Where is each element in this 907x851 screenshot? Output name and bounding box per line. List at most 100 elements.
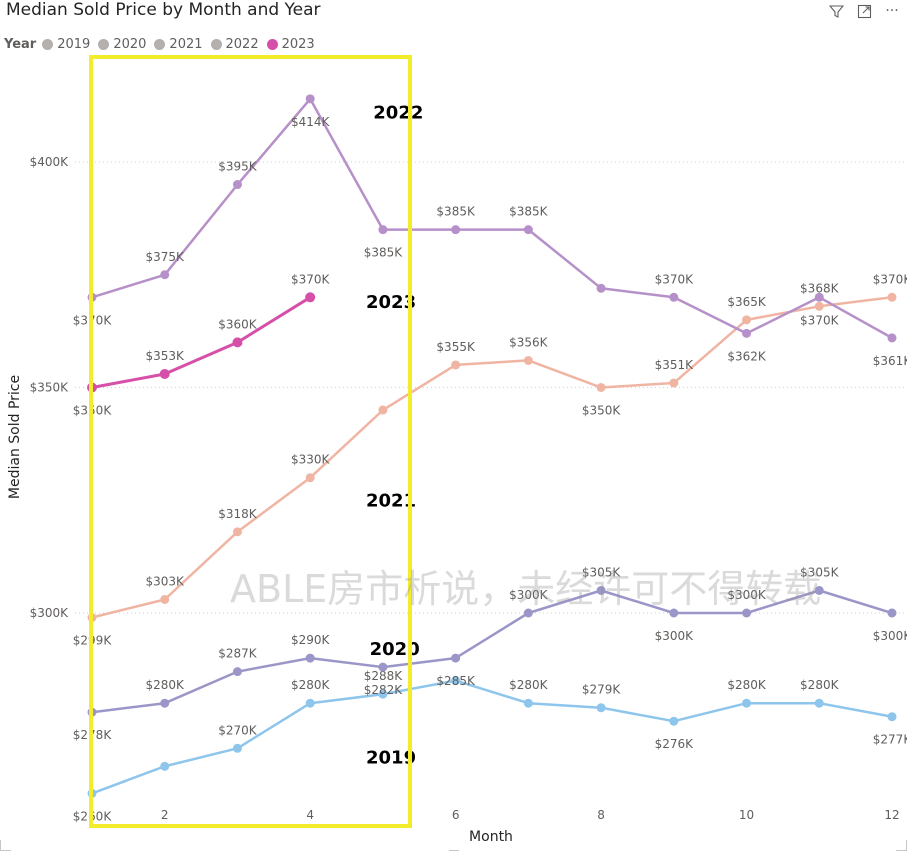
series-line-2021 — [90, 296, 894, 619]
data-point-2020 — [305, 653, 315, 663]
data-label-2022: $370K — [655, 272, 695, 286]
legend-item-2023[interactable]: 2023 — [266, 37, 315, 52]
data-point-2019 — [232, 743, 242, 753]
series-annotation-2023: 2023 — [366, 292, 416, 313]
data-point-2021 — [596, 383, 606, 392]
data-point-2019 — [160, 761, 170, 771]
focus-mode-icon[interactable] — [855, 2, 873, 20]
highlight-box — [89, 55, 412, 828]
series-annotation-2020: 2020 — [370, 639, 420, 660]
data-label-2020: $305K — [582, 565, 622, 579]
data-label-2019: $288K — [364, 669, 404, 683]
x-tick-label: 8 — [597, 808, 605, 822]
data-label-2022: $385K — [436, 205, 476, 219]
x-tick-label: 12 — [884, 808, 899, 822]
data-point-2020 — [596, 585, 606, 595]
more-options-icon[interactable]: ··· — [885, 3, 899, 19]
x-tick-label: 2 — [161, 808, 169, 822]
legend-item-2021[interactable]: 2021 — [154, 37, 203, 52]
data-point-2022 — [742, 328, 752, 338]
data-label-2021: $355K — [436, 340, 476, 354]
data-point-2019 — [378, 689, 388, 699]
series-line-2020 — [90, 589, 894, 714]
data-label-2021: $368K — [800, 281, 840, 295]
chart-title: Median Sold Price by Month and Year — [6, 0, 321, 20]
data-point-2020 — [160, 698, 170, 708]
data-label-2019: $276K — [655, 737, 695, 751]
data-label-2020: $282K — [364, 683, 404, 697]
data-point-2019 — [669, 716, 679, 726]
data-point-2021 — [378, 405, 388, 415]
data-point-2019 — [305, 698, 315, 708]
data-label-2021: $356K — [509, 335, 549, 349]
series-annotation-2019: 2019 — [366, 747, 416, 768]
data-point-2020 — [669, 608, 679, 618]
data-point-2021 — [160, 594, 170, 604]
data-label-2019: $270K — [218, 723, 258, 737]
data-point-2020 — [378, 662, 388, 672]
data-point-2019 — [451, 676, 461, 686]
series-line-2019 — [90, 679, 894, 795]
visual-header-toolbar: ··· — [827, 2, 901, 20]
data-point-2022 — [596, 283, 606, 293]
data-label-2023: $353K — [146, 349, 186, 363]
data-point-2021 — [232, 527, 242, 537]
legend-item-2019[interactable]: 2019 — [42, 37, 90, 52]
series-line-2023 — [90, 295, 312, 389]
data-label-2021: $351K — [655, 358, 695, 372]
data-label-2019: $280K — [800, 678, 840, 692]
data-label-2019: $280K — [291, 678, 331, 692]
x-axis-title: Month — [469, 829, 513, 845]
x-tick-label: 10 — [739, 808, 754, 822]
legend-dot-icon — [266, 39, 278, 50]
legend-item-2020[interactable]: 2020 — [98, 37, 146, 52]
data-point-2021 — [814, 301, 824, 311]
data-point-2023 — [305, 292, 316, 303]
data-point-2021 — [305, 473, 315, 483]
data-point-2020 — [451, 653, 461, 663]
visual-corner-br — [896, 840, 907, 851]
data-point-2021 — [669, 378, 679, 388]
data-label-2021: $303K — [146, 574, 186, 588]
data-label-2019: $280K — [727, 678, 767, 692]
data-point-2021 — [451, 360, 461, 370]
visual-corner-bl — [0, 840, 11, 851]
data-point-2022 — [669, 292, 679, 302]
x-tick-label: 4 — [306, 808, 314, 822]
data-point-2021 — [523, 355, 533, 365]
data-label-2020: $290K — [291, 633, 331, 647]
legend-item-2022[interactable]: 2022 — [210, 37, 259, 52]
data-label-2020: $280K — [146, 678, 186, 692]
data-point-2023 — [159, 368, 170, 379]
data-point-2019 — [814, 698, 824, 708]
data-point-2019 — [523, 698, 533, 708]
y-tick-label: $400K — [30, 155, 70, 169]
data-label-2020: $285K — [436, 674, 476, 688]
data-label-2022: $395K — [218, 160, 258, 174]
data-label-2020: $300K — [873, 629, 907, 643]
data-label-2023: $370K — [291, 272, 331, 286]
legend-dot-icon — [154, 39, 166, 50]
legend-dot-icon — [98, 39, 110, 50]
data-label-2022: $385K — [364, 246, 404, 260]
data-point-2023 — [232, 337, 243, 348]
data-label-2022: $385K — [509, 205, 549, 219]
data-label-2019: $277K — [873, 733, 907, 747]
data-label-2021: $365K — [727, 295, 767, 309]
data-label-2019: $279K — [582, 683, 622, 697]
series-line-2022 — [90, 97, 894, 340]
data-label-2021: $370K — [873, 272, 907, 286]
series-annotation-2022: 2022 — [373, 102, 423, 123]
visual-corner-mid-bottom — [449, 840, 459, 851]
data-point-2020 — [232, 667, 242, 677]
data-label-2022: $375K — [146, 250, 186, 264]
data-label-2020: $300K — [655, 629, 695, 643]
legend-dot-icon — [42, 39, 54, 50]
data-label-2021: $330K — [291, 453, 331, 467]
filter-icon[interactable] — [827, 2, 845, 20]
chart-legend: Year 2019 2020 2021 2022 2023 — [4, 37, 323, 52]
data-label-2020: $300K — [727, 588, 767, 602]
data-point-2020 — [523, 608, 533, 618]
data-point-2022 — [523, 225, 533, 235]
data-point-2022 — [814, 292, 824, 302]
